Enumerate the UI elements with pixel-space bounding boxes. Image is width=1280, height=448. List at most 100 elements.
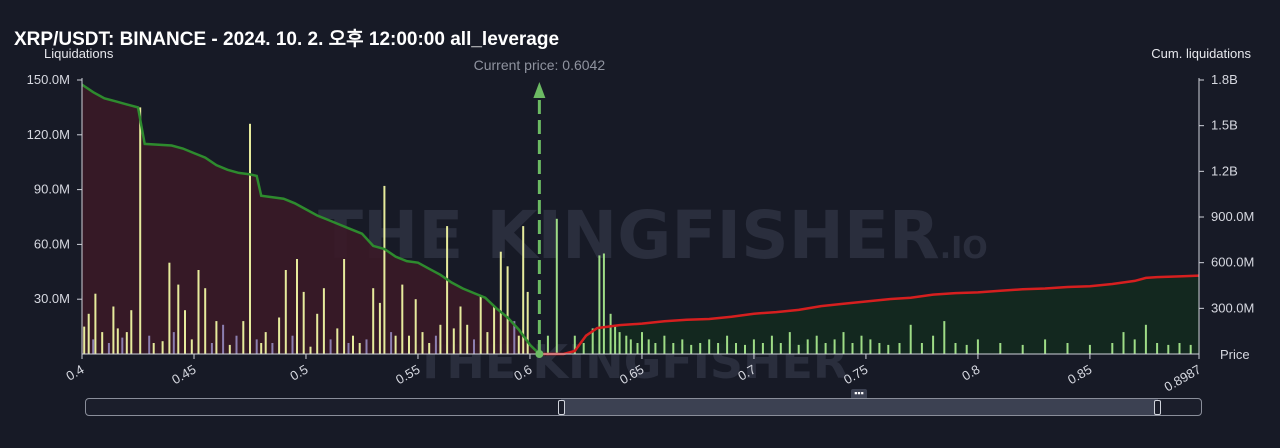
liquidation-bar (302, 291, 305, 354)
liquidation-bar (860, 335, 863, 354)
left-axis-title: Liquidations (44, 46, 114, 61)
liquidation-bar (1156, 343, 1159, 354)
x-tick-label: 0.85 (1065, 362, 1094, 388)
left-tick-label: 30.0M (34, 291, 70, 306)
liquidation-bar (383, 185, 386, 354)
liquidation-bar (260, 343, 263, 354)
liquidation-bar (177, 284, 180, 354)
liquidation-bar (278, 317, 281, 354)
liquidation-bar (690, 344, 693, 354)
liquidation-bar (125, 332, 128, 354)
liquidation-bar (663, 335, 666, 354)
liquidation-bar (726, 335, 729, 354)
liquidation-bar (744, 344, 746, 354)
liquidation-bar (284, 270, 287, 354)
liquidation-bar (625, 335, 628, 354)
liquidation-bar (365, 339, 368, 354)
zoom-slider[interactable]: ▪▪▪ (85, 389, 1202, 416)
right-axis-title: Cum. liquidations (1151, 46, 1251, 61)
liquidation-bar (629, 339, 632, 354)
liquidation-bar (602, 253, 605, 354)
liquidation-bar (797, 344, 800, 354)
right-tick-label: 1.5B (1211, 118, 1238, 133)
liquidation-bar (1066, 343, 1069, 354)
liquidation-bar (609, 313, 612, 354)
zoom-handle-right[interactable] (1154, 400, 1161, 415)
current-price-dot (535, 350, 544, 358)
liquidation-bar (271, 343, 274, 354)
zoom-grip[interactable]: ▪▪▪ (851, 389, 867, 398)
liquidation-bar (83, 326, 86, 354)
long-cum-area (539, 275, 1199, 354)
liquidation-bar (869, 339, 872, 354)
liquidation-bar (1044, 339, 1047, 354)
liquidation-bar (152, 343, 155, 354)
liquidation-bar (222, 324, 225, 354)
liquidation-bar (394, 335, 397, 354)
liquidation-bar (184, 310, 186, 354)
liquidation-bar (920, 343, 923, 354)
liquidation-bar (1189, 344, 1192, 354)
x-tick-label: 0.8 (959, 362, 982, 384)
liquidation-bar (421, 332, 424, 354)
liquidation-bar (833, 339, 836, 354)
liquidation-bar (378, 302, 381, 354)
liquidation-bar (121, 337, 124, 354)
liquidation-bar (1144, 324, 1147, 354)
liquidation-bar (1111, 343, 1114, 354)
liquidation-bar (770, 335, 773, 354)
liquidation-bar (909, 324, 912, 354)
liquidation-bar (1133, 339, 1136, 354)
liquidation-bar (161, 341, 164, 354)
liquidation-bar (329, 339, 332, 354)
liquidation-bar (806, 339, 809, 354)
x-tick-label: 0.8987 (1162, 362, 1204, 395)
liquidation-bar (452, 328, 455, 354)
liquidation-bar (598, 255, 601, 354)
liquidation-bar (148, 335, 151, 354)
liquidation-bar (1167, 344, 1170, 354)
liquidation-bar (322, 288, 325, 354)
liquidation-bar (434, 335, 437, 354)
liquidation-bar (459, 306, 462, 354)
liquidation-bar (473, 339, 475, 354)
liquidation-bar (466, 324, 469, 354)
liquidation-bar (190, 339, 193, 354)
liquidation-bar (976, 339, 979, 354)
liquidation-bar (672, 343, 675, 354)
left-tick-label: 60.0M (34, 236, 70, 251)
right-tick-label: 600.0M (1211, 255, 1254, 270)
right-tick-label: 300.0M (1211, 300, 1254, 315)
liquidation-bar (681, 339, 684, 354)
zoom-window[interactable] (561, 399, 1158, 415)
liquidation-bar (954, 343, 957, 354)
current-price-label: Current price: 0.6042 (474, 57, 606, 73)
liquidation-bar (414, 299, 417, 354)
liquidation-bar (204, 288, 207, 354)
liquidation-bar (408, 335, 410, 354)
liquidation-bar (493, 306, 496, 354)
liquidation-bar (139, 107, 142, 355)
liquidation-bar (815, 335, 818, 354)
liquidation-bar (842, 332, 845, 354)
liquidation-bar (486, 332, 489, 354)
liquidation-bar (94, 293, 97, 354)
liquidation-bar (235, 335, 238, 354)
liquidation-bar (573, 335, 576, 354)
liquidation-bar (352, 335, 354, 354)
liquidation-bar (372, 288, 375, 354)
liquidation-bar (824, 343, 827, 354)
liquidation-bar (647, 339, 650, 354)
liquidation-bar (636, 343, 639, 354)
liquidation-bar (479, 295, 482, 354)
liquidation-bar (210, 343, 213, 354)
liquidation-bar (296, 259, 298, 354)
liquidation-bar (1021, 344, 1024, 354)
liquidation-bar (172, 332, 175, 354)
liquidation-bar (446, 226, 449, 354)
liquidation-bar (336, 328, 339, 354)
liquidation-bar (343, 259, 346, 354)
liquidation-bar (522, 226, 525, 354)
zoom-handle-left[interactable] (558, 400, 565, 415)
